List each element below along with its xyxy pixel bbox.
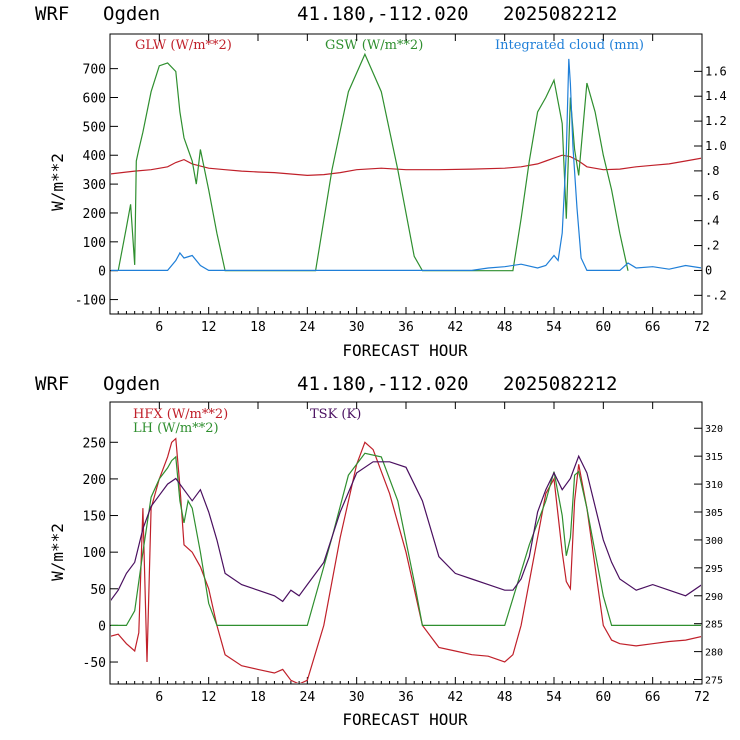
panel1-series-gsw-w-m-2	[117, 52, 629, 272]
panel2-model-label: WRF	[35, 373, 69, 395]
panel1-x-tick-label: 24	[300, 320, 316, 335]
panel1-x-tick-label: 6	[155, 320, 163, 335]
panel1-x-tick-label: 12	[201, 320, 217, 335]
panel1-legend-glw: GLW (W/m**2)	[135, 38, 232, 53]
panel2-legend: HFX (W/m**2) LH (W/m**2) TSK (K)	[133, 407, 361, 436]
panel1-x-tick-label: 18	[250, 320, 266, 335]
panel1-y2-tick-label: 1.4	[705, 89, 727, 103]
panel2-series-tsk-k	[111, 454, 701, 603]
panel1-legend-cloud: Integrated cloud (mm)	[495, 38, 644, 53]
panel1-x-tick-label: 54	[546, 320, 562, 335]
panel1-y-tick-label: 600	[83, 92, 106, 107]
panel1-y-tick-label: -100	[75, 294, 106, 309]
panel1-y2-tick-label: 0	[705, 263, 712, 277]
panel1-x-tick-label: 72	[694, 320, 710, 335]
panel1-plot: 6 12 18 24 30 36 42 48 54 60 66 72 -100 0 100 200 300 400…	[75, 33, 727, 335]
panel2-y-tick-label: -50	[83, 656, 106, 671]
panel1-series-integrated-cloud-mm	[111, 58, 701, 271]
panel1-x-tick-label: 30	[349, 320, 365, 335]
panel2-x-tick-label: 48	[497, 690, 513, 705]
panel1-legend-gsw: GSW (W/m**2)	[325, 38, 423, 53]
panel1-model-label: WRF	[35, 3, 69, 25]
panel2-y2-tick-label: 315	[705, 452, 723, 463]
panel1-y-tick-label: 100	[83, 236, 106, 251]
panel1-x-tick-label: 48	[497, 320, 513, 335]
panel1-y-tick-label: 300	[83, 178, 106, 193]
panel1-y-tick-label: 500	[83, 120, 106, 135]
panel2-y2-tick-label: 280	[705, 648, 723, 659]
panel1-frame	[109, 33, 703, 315]
panel1-y-tick-label: 400	[83, 149, 106, 164]
panel1-x-tick-label: 36	[398, 320, 414, 335]
panel2-x-tick-label: 66	[645, 690, 661, 705]
panel2-y2-tick-label: 320	[705, 424, 723, 435]
panel2-y2-tick-label: 275	[705, 676, 723, 687]
panel2-y-tick-label: 0	[98, 619, 106, 634]
panel1-x-axis-label: FORECAST HOUR	[342, 341, 468, 360]
panel1-y2-tick-label: 1.6	[705, 64, 727, 78]
panel1-x-tick-label: 66	[645, 320, 661, 335]
panel1-y2-tick-label: .4	[705, 214, 719, 228]
panel2-y2-tick-label: 305	[705, 508, 723, 519]
panel1-site-label: Ogden	[103, 3, 160, 25]
panel2-series-lh-w-m-2	[111, 452, 701, 626]
panel2-x-axis-label: FORECAST HOUR	[342, 710, 468, 729]
panel1-y-tick-label: 0	[98, 265, 106, 280]
panel1-coords-label: 41.180,-112.020	[297, 3, 469, 25]
panel2-y-tick-label: 200	[83, 473, 106, 488]
panel1-y2-tick-label: .2	[705, 239, 719, 253]
panel1-y2-tick-label: -.2	[705, 288, 727, 302]
panel2-legend-tsk: TSK (K)	[310, 407, 361, 422]
panel2-legend-hfx: HFX (W/m**2)	[133, 407, 228, 422]
panel2-y2-tick-label: 310	[705, 480, 723, 491]
panel1-y2-tick-label: 1.2	[705, 114, 727, 128]
panel2-y2-tick-label: 295	[705, 564, 723, 575]
panel2-legend-lh: LH (W/m**2)	[133, 421, 219, 436]
panel2-x-tick-label: 24	[300, 690, 316, 705]
panel1-y2-tick-label: .6	[705, 189, 719, 203]
panel2-run-label: 2025082212	[503, 373, 617, 395]
panel2-x-tick-label: 18	[250, 690, 266, 705]
panel2-header: WRF Ogden 41.180,-112.020 2025082212	[35, 373, 617, 395]
panel2-plot: 6 12 18 24 30 36 42 48 54 60 66 72 -50 0 50 100 150 200 25…	[83, 401, 723, 705]
panel2-series-hfx-w-m-2	[111, 437, 701, 683]
panel2-x-tick-label: 12	[201, 690, 217, 705]
panel1-y2-tick-label: .8	[705, 164, 719, 178]
panel1-x-tick-label: 60	[596, 320, 612, 335]
panel1-legend: GLW (W/m**2) GSW (W/m**2) Integrated clo…	[135, 38, 644, 53]
panel2-y-tick-label: 50	[90, 583, 106, 598]
panel2-x-tick-label: 60	[596, 690, 612, 705]
panel2-x-tick-label: 6	[155, 690, 163, 705]
panel2-site-label: Ogden	[103, 373, 160, 395]
panel2-y2-tick-label: 300	[705, 536, 723, 547]
panel2-y2-tick-label: 290	[705, 592, 723, 603]
panel2-y-tick-label: 100	[83, 546, 106, 561]
panel1-header: WRF Ogden 41.180,-112.020 2025082212	[35, 3, 617, 25]
panel2-y-tick-label: 250	[83, 436, 106, 451]
panel2-x-tick-label: 36	[398, 690, 414, 705]
panel2-y-axis-label: W/m**2	[48, 523, 67, 581]
panel2-x-tick-label: 54	[546, 690, 562, 705]
panel1-x-tick-label: 42	[448, 320, 464, 335]
panel2-x-tick-label: 72	[694, 690, 710, 705]
panel1-y2-tick-label: 1.0	[705, 139, 727, 153]
panel1-run-label: 2025082212	[503, 3, 617, 25]
panel2-x-tick-label: 30	[349, 690, 365, 705]
panel1-y-tick-label: 200	[83, 207, 106, 222]
panel2-x-tick-label: 42	[448, 690, 464, 705]
panel2-y2-tick-label: 285	[705, 620, 723, 631]
panel2-y-tick-label: 150	[83, 510, 106, 525]
panel2-coords-label: 41.180,-112.020	[297, 373, 469, 395]
panel1-y-tick-label: 700	[83, 63, 106, 78]
panel1-y-axis-label: W/m**2	[48, 153, 67, 211]
